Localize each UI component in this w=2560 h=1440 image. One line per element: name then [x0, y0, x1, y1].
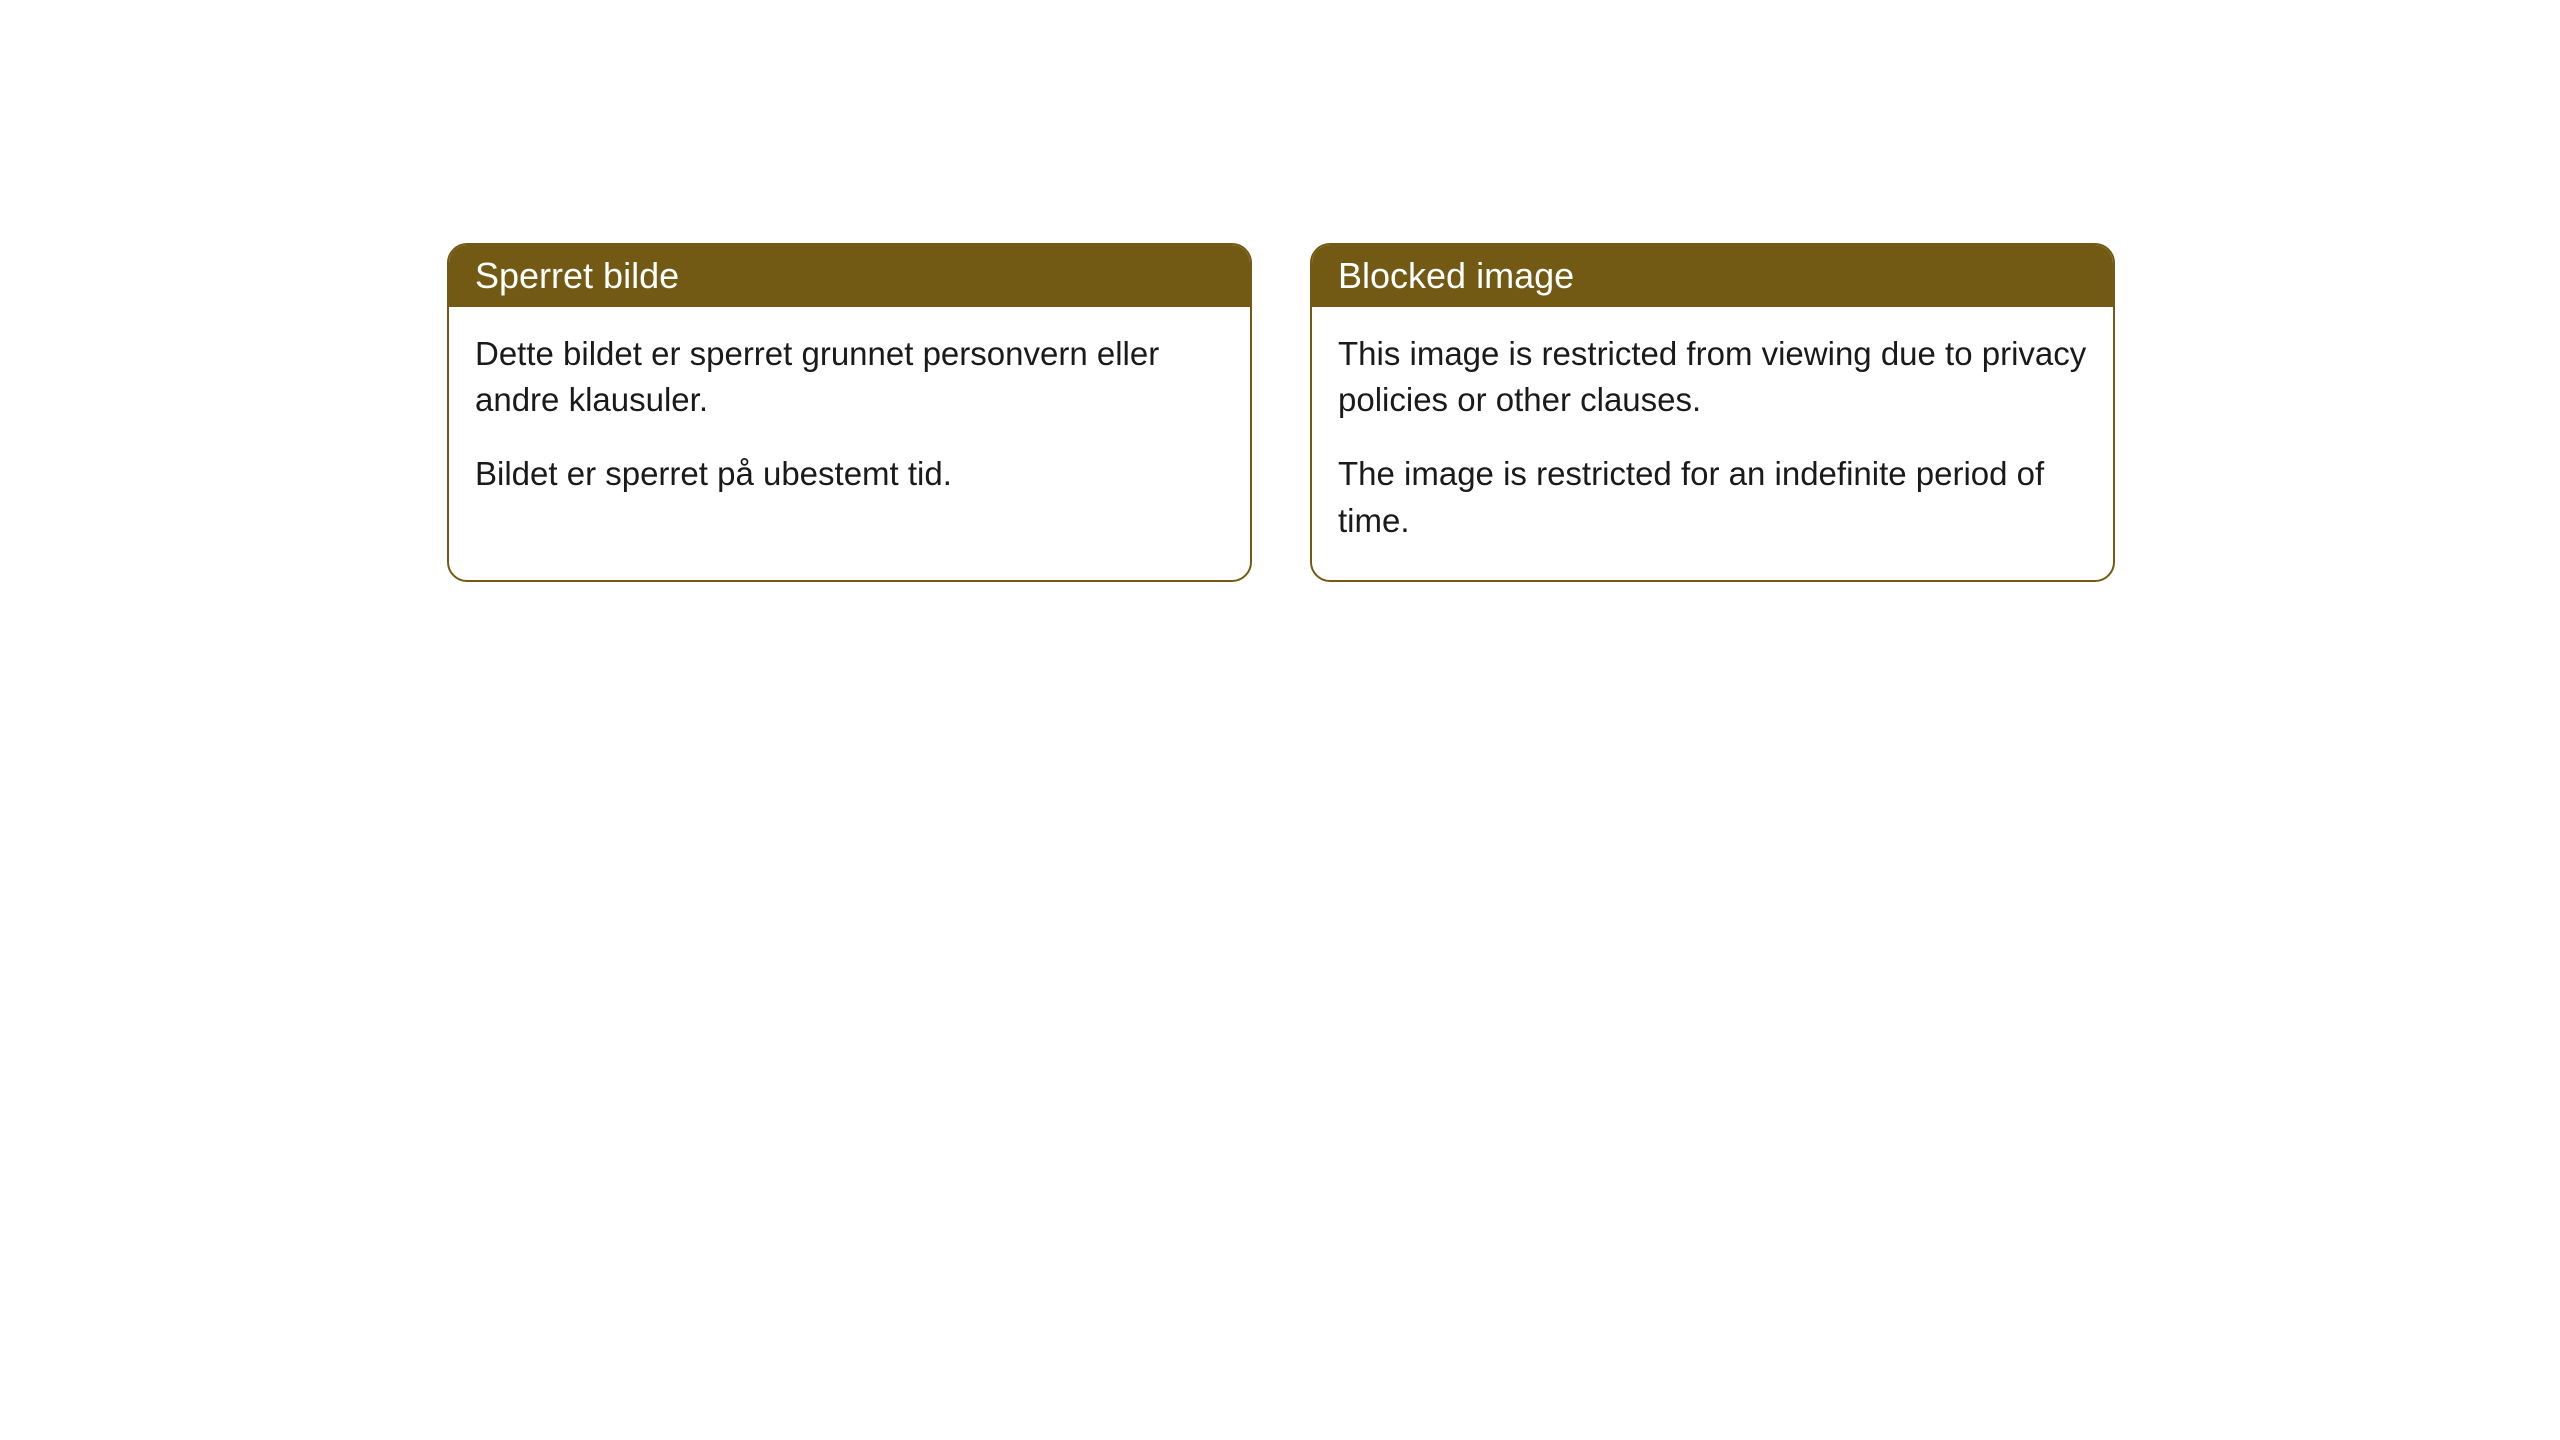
- card-title: Sperret bilde: [475, 255, 679, 296]
- blocked-image-card-norwegian: Sperret bilde Dette bildet er sperret gr…: [447, 243, 1252, 582]
- card-body: Dette bildet er sperret grunnet personve…: [449, 307, 1250, 534]
- card-paragraph: This image is restricted from viewing du…: [1338, 331, 2087, 423]
- blocked-image-card-english: Blocked image This image is restricted f…: [1310, 243, 2115, 582]
- card-header: Sperret bilde: [449, 245, 1250, 307]
- card-body: This image is restricted from viewing du…: [1312, 307, 2113, 580]
- card-paragraph: The image is restricted for an indefinit…: [1338, 451, 2087, 543]
- card-paragraph: Bildet er sperret på ubestemt tid.: [475, 451, 1224, 497]
- card-header: Blocked image: [1312, 245, 2113, 307]
- card-title: Blocked image: [1338, 255, 1574, 296]
- card-paragraph: Dette bildet er sperret grunnet personve…: [475, 331, 1224, 423]
- cards-container: Sperret bilde Dette bildet er sperret gr…: [447, 243, 2115, 582]
